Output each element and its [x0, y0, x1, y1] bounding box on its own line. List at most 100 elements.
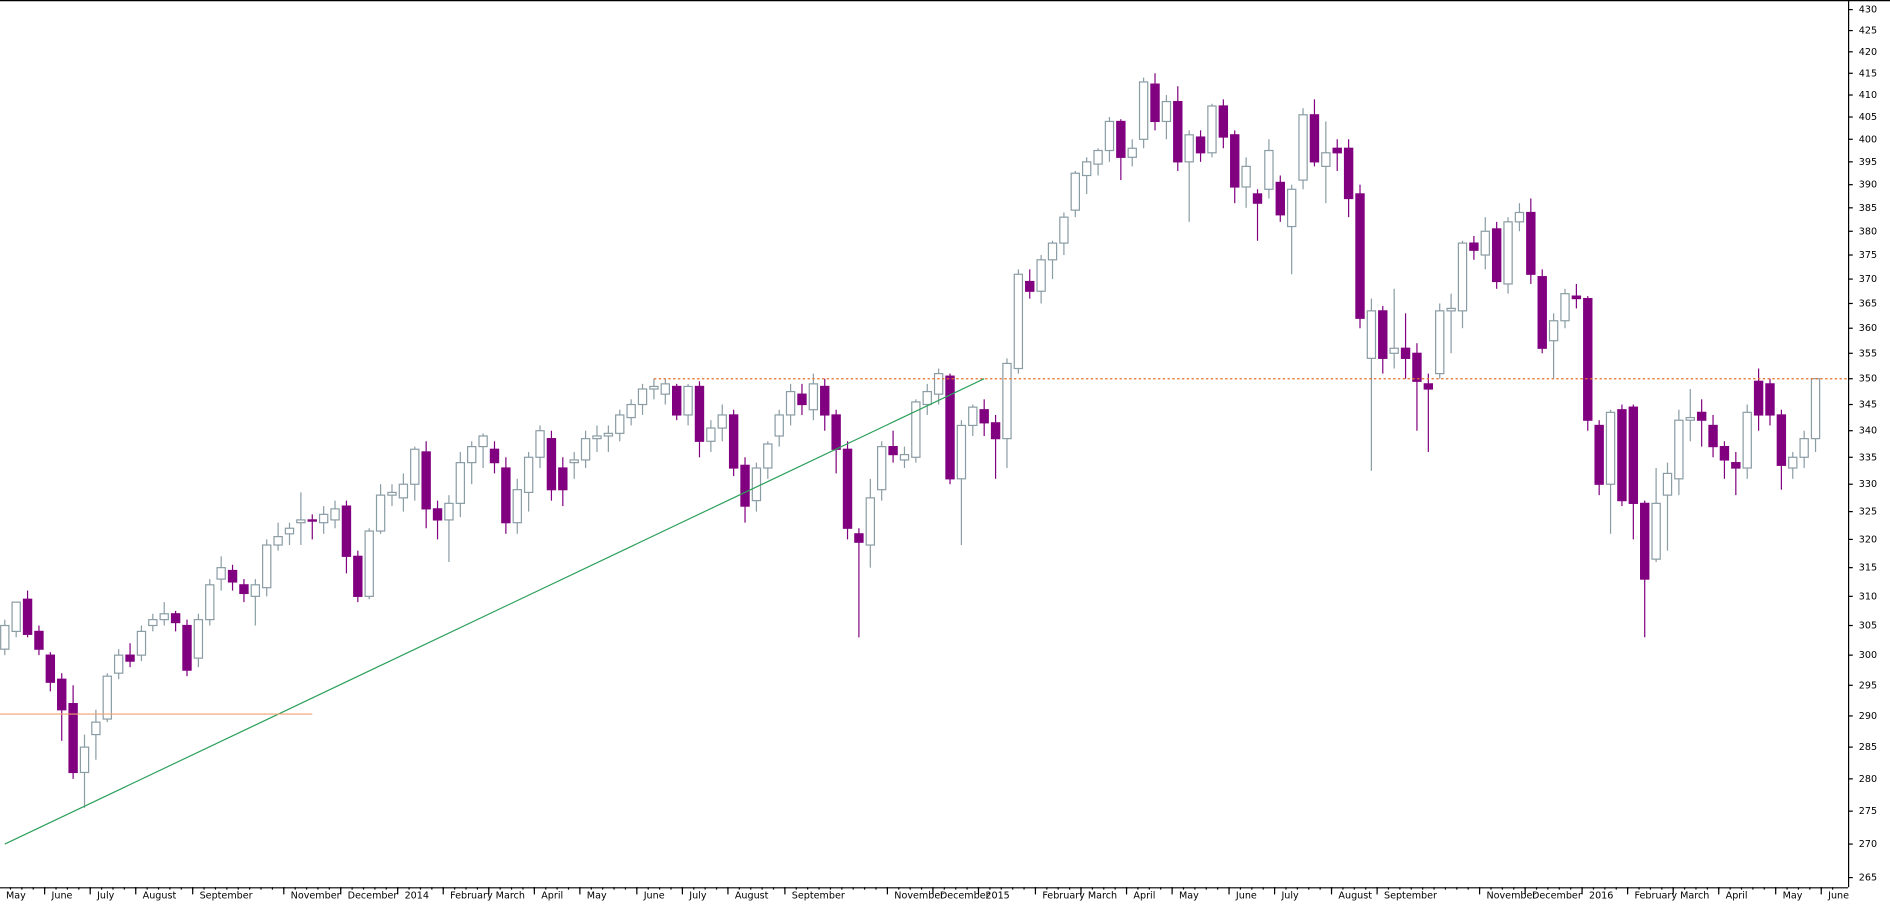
candle-body: [740, 464, 750, 507]
candle-body: [1651, 502, 1661, 560]
candle-body: [239, 584, 249, 595]
candle-body: [672, 385, 682, 416]
candle-body: [467, 445, 477, 464]
annotation-line: [4, 378, 985, 845]
candle-body: [1264, 149, 1274, 190]
candle-body: [1059, 216, 1069, 244]
candle-body: [854, 533, 864, 543]
candle-body: [1548, 320, 1559, 342]
candle-body: [1366, 310, 1377, 359]
candle-body: [364, 530, 374, 597]
candle-body: [170, 613, 181, 624]
candle-body: [11, 601, 21, 632]
y-tick-label: 425: [1859, 26, 1877, 37]
x-tick-label: December: [1532, 891, 1582, 902]
x-tick-label: August: [1338, 891, 1372, 902]
x-tick-label: March: [1088, 891, 1117, 902]
candle-body: [546, 438, 557, 491]
candle-body: [34, 630, 44, 650]
candle-body: [1298, 114, 1308, 181]
candle-body: [933, 373, 944, 395]
candle-body: [592, 435, 602, 440]
candle-body: [250, 584, 261, 597]
y-tick-label: 305: [1859, 621, 1877, 632]
candle-body: [1286, 188, 1297, 228]
candle-body: [797, 393, 807, 406]
y-tick-label: 350: [1859, 374, 1877, 385]
candle-body: [1173, 100, 1183, 163]
x-tick-label: December: [940, 891, 990, 902]
candle-body: [205, 584, 215, 621]
candle-body: [136, 630, 147, 656]
y-tick-label: 405: [1859, 112, 1877, 123]
candle-body: [1469, 242, 1479, 251]
candle-body: [353, 555, 363, 597]
candle-body: [182, 624, 192, 671]
x-tick-label: March: [496, 891, 525, 902]
candle-body: [410, 448, 420, 485]
candle-body: [489, 448, 500, 464]
x-tick-label: September: [792, 891, 845, 902]
y-tick-label: 310: [1859, 591, 1877, 602]
candle-body: [637, 388, 648, 406]
candle-body: [1275, 181, 1285, 216]
y-tick-label: 320: [1859, 534, 1877, 545]
x-tick-label: July: [688, 891, 707, 902]
candle-body: [1218, 105, 1229, 138]
candle-body: [1036, 259, 1046, 292]
candle-body: [1810, 378, 1821, 440]
candle-body: [1708, 424, 1718, 448]
y-tick-label: 400: [1859, 134, 1877, 145]
candle-body: [216, 567, 226, 580]
candle-body: [1480, 230, 1490, 256]
candle-body: [1560, 293, 1570, 322]
candle-body: [1013, 273, 1024, 370]
candle-body: [330, 508, 340, 521]
candle-body: [148, 619, 158, 627]
candle-body: [432, 508, 443, 521]
candle-body: [1491, 228, 1502, 283]
candle-body: [558, 467, 568, 491]
candle-body: [1526, 211, 1536, 275]
candle-body: [820, 385, 830, 416]
y-tick-label: 270: [1859, 839, 1877, 850]
candle-body: [1731, 462, 1741, 469]
candle-body: [1332, 147, 1342, 154]
y-tick-label: 390: [1859, 180, 1877, 191]
candle-body: [1753, 380, 1764, 416]
candle-body: [911, 401, 921, 458]
x-tick-label: 2014: [405, 891, 429, 902]
x-tick-label: 2015: [985, 891, 1009, 902]
candle-body: [763, 443, 773, 469]
candle-body: [785, 390, 796, 416]
x-tick-label: February: [450, 891, 493, 902]
candle-body: [1674, 419, 1684, 480]
candle-body: [626, 403, 636, 419]
x-tick-label: July: [96, 891, 115, 902]
x-tick-label: May: [1179, 891, 1199, 902]
candle-body: [1104, 120, 1115, 152]
x-tick-label: June: [643, 891, 665, 902]
candle-body: [398, 483, 409, 499]
y-tick-label: 410: [1859, 90, 1877, 101]
candle-body: [1446, 307, 1456, 312]
candle-body: [1150, 83, 1160, 123]
candle-body: [1241, 165, 1251, 188]
x-tick-label: July: [1280, 891, 1299, 902]
candle-body: [751, 467, 762, 502]
y-tick-label: 430: [1859, 5, 1877, 16]
candle-body: [1503, 221, 1513, 285]
y-tick-label: 415: [1859, 68, 1877, 79]
candle-body: [660, 383, 671, 395]
y-tick-label: 295: [1859, 680, 1877, 691]
candle-body: [1309, 114, 1320, 163]
x-tick-label: September: [200, 891, 253, 902]
candle-body: [535, 430, 545, 458]
candle-body: [45, 654, 56, 683]
candle-body: [774, 414, 784, 437]
candle-body: [694, 385, 705, 442]
candle-body: [990, 422, 1001, 440]
candle-body: [455, 462, 466, 504]
y-tick-label: 365: [1859, 298, 1877, 309]
candle-body: [683, 385, 693, 416]
